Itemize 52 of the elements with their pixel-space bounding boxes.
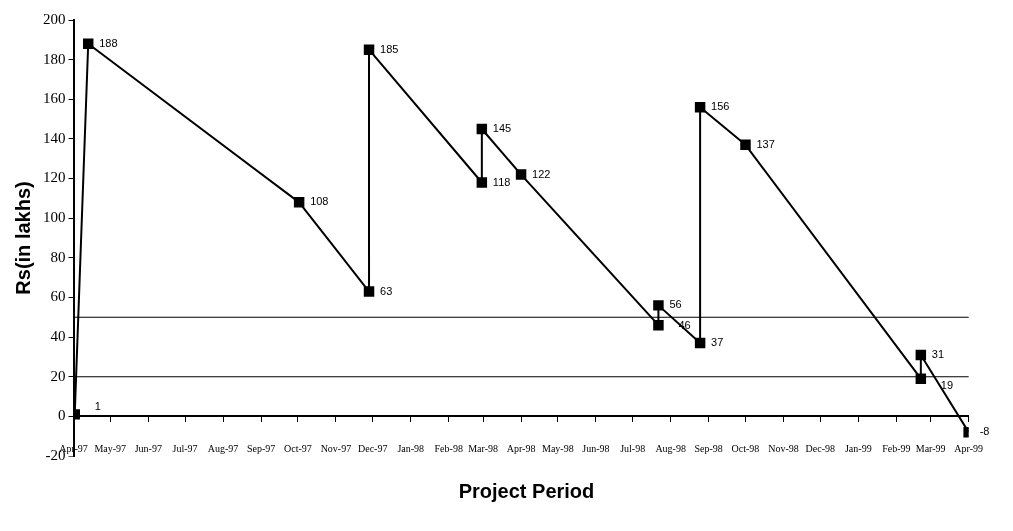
y-tick-label: 60 — [50, 288, 66, 305]
x-tick-label: Dec-97 — [357, 442, 388, 454]
data-label: 37 — [711, 336, 724, 349]
y-tick-label: 160 — [43, 90, 66, 107]
data-label: 122 — [532, 167, 551, 180]
x-tick-label: Feb-99 — [882, 442, 911, 454]
x-tick-label: Sep-97 — [246, 442, 276, 454]
x-tick-label: Apr-98 — [506, 442, 536, 454]
data-label: 156 — [711, 100, 730, 113]
y-tick-label: 0 — [58, 407, 66, 424]
x-tick-label: Jun-97 — [134, 442, 162, 454]
x-tick-label: Jan-99 — [844, 442, 872, 454]
data-label: 185 — [380, 42, 399, 55]
x-tick-label: Jan-98 — [397, 442, 425, 454]
x-tick-label: Jun-98 — [582, 442, 610, 454]
x-tick-label: Oct-98 — [731, 442, 760, 454]
x-tick-label: May-98 — [542, 442, 574, 454]
data-label: 108 — [310, 195, 329, 208]
y-tick-label: 140 — [43, 129, 66, 146]
y-tick-label: 100 — [43, 209, 66, 226]
x-tick-label: Mar-98 — [468, 442, 498, 454]
data-label: 137 — [756, 137, 775, 150]
x-tick-label: Apr-99 — [954, 442, 983, 454]
x-tick-label: Aug-97 — [207, 442, 239, 454]
data-label: 1 — [94, 400, 101, 413]
y-tick-label: 180 — [43, 50, 66, 67]
x-axis-title: Project Period — [457, 480, 596, 503]
x-tick-label: Nov-97 — [320, 442, 352, 454]
x-tick-label: Nov-98 — [768, 442, 799, 454]
x-tick-label: Jul-97 — [172, 442, 198, 454]
x-tick-label: May-97 — [94, 442, 127, 454]
x-tick-label: Dec-98 — [805, 442, 835, 454]
x-tick-label: Jul-98 — [620, 442, 646, 454]
data-label: 145 — [492, 122, 512, 135]
y-tick-label: 20 — [50, 367, 66, 384]
y-tick-label: 120 — [43, 169, 66, 186]
x-tick-label: Oct-97 — [284, 442, 312, 454]
x-tick-label: Aug-98 — [655, 442, 686, 454]
y-axis-title: Rs(in lakhs) — [11, 181, 34, 295]
x-tick-label: Mar-99 — [915, 442, 946, 454]
data-label: 63 — [380, 284, 393, 297]
data-label: -8 — [979, 425, 990, 438]
y-tick-label: 40 — [50, 328, 66, 345]
x-tick-label: Sep-98 — [694, 442, 723, 454]
data-label: 188 — [99, 36, 118, 49]
data-label: 118 — [492, 175, 511, 188]
x-tick-label: Feb-98 — [434, 442, 463, 454]
y-tick-label: 200 — [43, 10, 66, 27]
data-label: 56 — [669, 298, 682, 311]
data-label: 31 — [931, 347, 945, 360]
data-label: 19 — [940, 378, 954, 391]
y-tick-label: 80 — [50, 248, 66, 265]
